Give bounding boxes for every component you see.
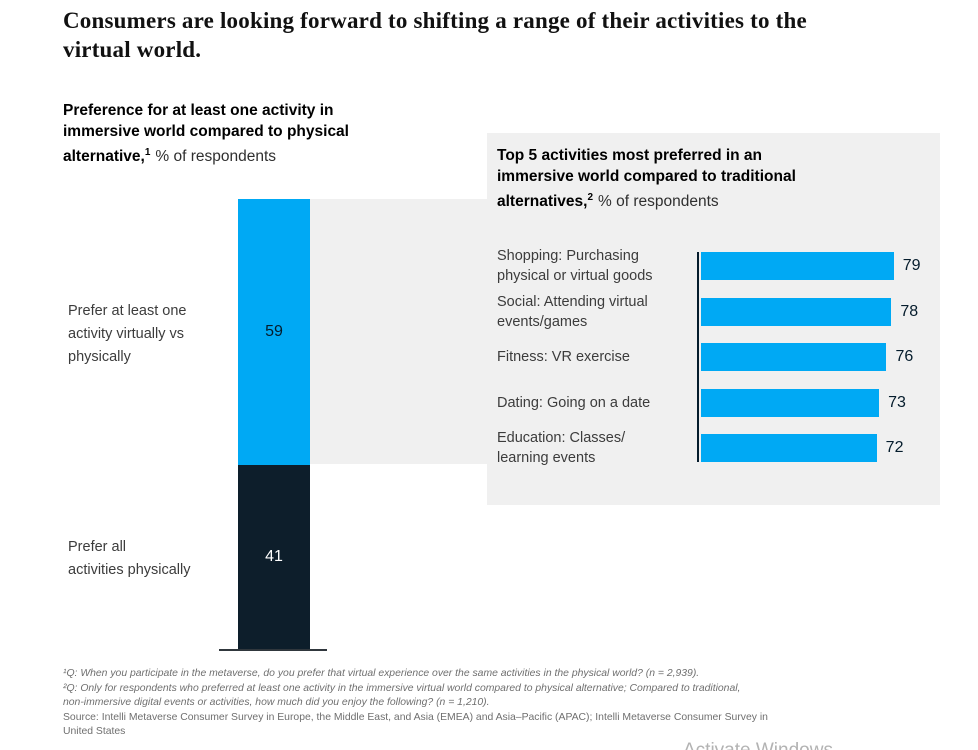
category-label-virtual: Prefer at least one activity virtually vs… — [68, 303, 187, 365]
left-chart-title-unit: % of respondents — [155, 148, 277, 166]
bar-row-education: Education: Classes/learning events 72 — [497, 430, 904, 466]
bar-row-dating: Dating: Going on a date 73 — [497, 388, 906, 417]
panel-background-bottom — [487, 464, 940, 505]
bar-social — [701, 297, 892, 326]
left-chart-title-lastline: alternative,1 % of respondents — [63, 142, 443, 167]
bar-row-shopping: Shopping: Purchasing physical or virtual … — [497, 248, 921, 284]
bar-label-fitness: Fitness: VR exercise — [497, 349, 630, 365]
footnote-ref-1: 1 — [144, 147, 151, 158]
right-chart-title: Top 5 activities most preferred in an imm… — [497, 145, 927, 212]
left-chart-title: Preference for at least one activity in i… — [63, 100, 443, 167]
panel-background-top — [487, 133, 940, 199]
left-chart-title-bold: Preference for at least one activity in i… — [63, 102, 349, 140]
page-title: Consumers are looking forward to shiftin… — [63, 8, 807, 62]
right-chart-title-lastline: alternatives,2 % of respondents — [497, 187, 927, 212]
bar-label-dating: Dating: Going on a date — [497, 394, 651, 411]
bar-dating — [701, 388, 880, 417]
bar-row-social: Social: Attending virtual events/games 78 — [497, 293, 919, 330]
right-chart-title-last-bold: alternatives, — [497, 193, 588, 211]
bar-row-fitness: Fitness: VR exercise 76 — [497, 343, 913, 371]
bar-value-physical: 41 — [265, 547, 283, 565]
bar-value-dating: 73 — [888, 393, 906, 411]
footnotes: ¹Q: When you participate in the metavers… — [63, 667, 943, 740]
right-chart-title-unit: % of respondents — [598, 193, 719, 211]
bar-label-social: Social: Attending virtual events/games — [497, 293, 648, 330]
bar-value-social: 78 — [900, 302, 919, 320]
bar-value-fitness: 76 — [895, 348, 914, 365]
right-chart-title-bold: Top 5 activities most preferred in an imm… — [497, 147, 796, 185]
activate-windows-watermark: Activate Windows — [683, 740, 833, 750]
stacked-bar-column: 59 41 — [238, 199, 310, 649]
bar-fitness — [701, 343, 887, 371]
bar-label-education: Education: Classes/learning events — [497, 430, 626, 466]
bar-shopping — [701, 252, 894, 280]
footnote-source: Source: Intelli Metaverse Consumer Surve… — [63, 711, 768, 738]
bar-segment-virtual: 59 — [238, 199, 310, 465]
bar-value-education: 72 — [885, 439, 904, 456]
footnote-ref-2: 2 — [587, 192, 594, 203]
bar-label-shopping: Shopping: Purchasing physical or virtual … — [497, 248, 653, 284]
footnote-questions: ¹Q: When you participate in the metavers… — [63, 668, 741, 709]
category-label-physical: Prefer all activities physically — [68, 539, 191, 578]
bar-segment-physical: 41 — [238, 464, 310, 649]
left-chart-title-last-bold: alternative, — [63, 148, 145, 166]
bar-value-shopping: 79 — [902, 257, 921, 274]
y-axis-line — [697, 252, 699, 462]
bar-value-virtual: 59 — [265, 322, 283, 340]
bar-education — [701, 434, 877, 462]
x-axis-baseline — [219, 649, 327, 651]
panel-background-middle — [310, 199, 940, 464]
